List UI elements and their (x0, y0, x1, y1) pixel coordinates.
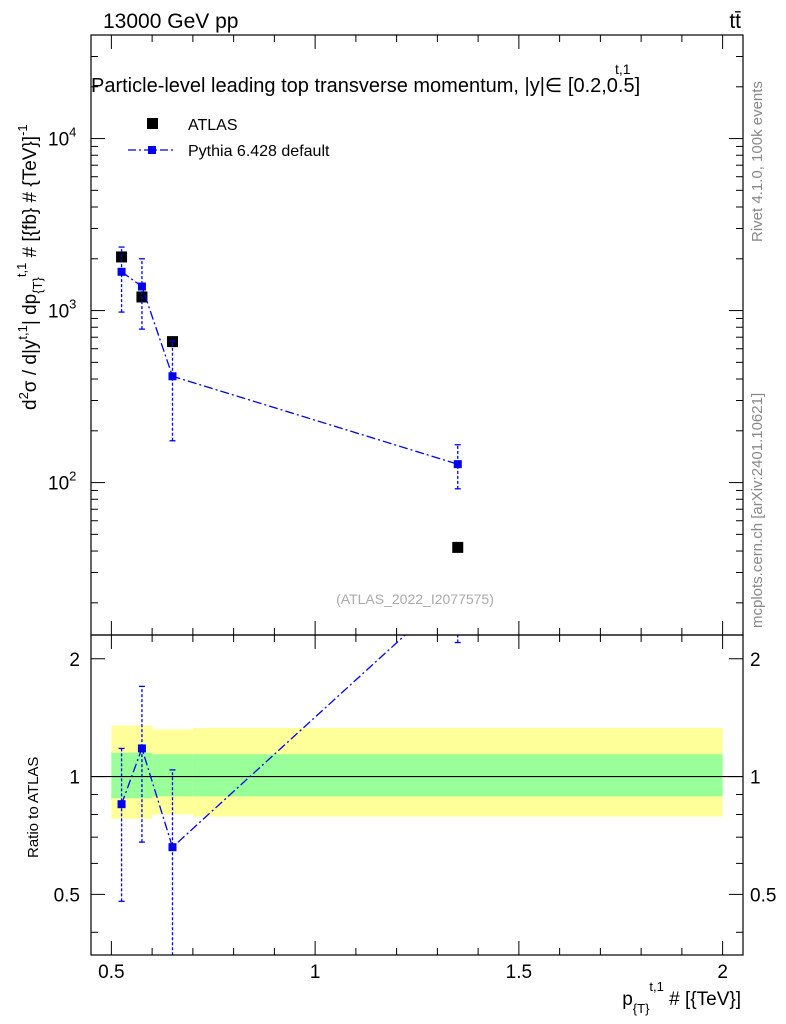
pythia-point-1 (137, 282, 146, 291)
ratio-ylabel: Ratio to ATLAS (25, 757, 42, 858)
main-ylabel-text: d2σ / d|yt,1| dp{T}t,1 # [{fb} # {TeV}]-… (14, 124, 45, 410)
main-ytick-exp-2: 4 (69, 125, 76, 140)
ratio-pythia-line (120, 635, 407, 849)
xtick-label-3: 2 (717, 962, 728, 983)
pythia-point-3 (453, 460, 462, 469)
legend-pythia-label: Pythia 6.428 default (188, 143, 330, 160)
main-ylabel: d2σ / d|yt,1| dp{T}t,1 # [{fb} # {TeV}]-… (14, 124, 45, 410)
ratio-ytick-label-left-0: 0.5 (54, 885, 80, 906)
ratio-frame (90, 634, 744, 956)
chart-title: Particle-level leading top transverse mo… (91, 75, 640, 97)
ratio-ytick-label-right-1: 1 (750, 768, 761, 789)
main-ytick-exp-0: 2 (69, 469, 76, 484)
main-ytick-label-2: 104 (48, 125, 76, 151)
mcplots-label: mcplots.cern.ch [arXiv:2401.10621] (749, 393, 766, 628)
atlas-point-3 (452, 541, 464, 553)
ratio-ytick-label-left-2: 2 (69, 650, 80, 671)
main-ytick-label-1: 103 (48, 297, 76, 323)
main-ytick-label-0: 102 (48, 469, 76, 495)
analysis-id: (ATLAS_2022_I2077575) (336, 591, 494, 607)
title-text: Particle-level leading top transverse mo… (91, 75, 640, 97)
xtick-label-1: 1 (310, 962, 321, 983)
ratio-inner-band-2 (192, 754, 723, 797)
pythia-point-2 (168, 372, 177, 381)
ratio-axes: 0.5 1 1.5 2 0.5 0.5 1 1 2 2 (54, 635, 776, 983)
rivet-label: Rivet 4.1.0, 100k events (749, 81, 766, 242)
main-plot-area (116, 246, 464, 553)
process-label: tt̄ (729, 10, 741, 33)
xtick-label-0: 0.5 (98, 962, 124, 983)
title-superscript: t,1 (615, 61, 631, 77)
legend-pythia-marker (148, 146, 156, 154)
legend-atlas-marker (147, 118, 158, 129)
xtick-label-2: 1.5 (506, 962, 532, 983)
ratio-ytick-label-left-1: 1 (69, 768, 80, 789)
ratio-ytick-label-right-0: 0.5 (750, 885, 776, 906)
ratio-pythia-point-1 (137, 744, 146, 753)
pythia-line (121, 271, 458, 465)
pythia-point-0 (117, 267, 126, 276)
main-ytick-exp-1: 3 (69, 297, 76, 312)
ratio-pythia-point-3 (454, 583, 462, 591)
legend-atlas-label: ATLAS (188, 117, 238, 134)
ratio-ytick-label-right-2: 2 (750, 650, 761, 671)
ratio-plot-area (91, 583, 743, 955)
ratio-pythia-point-2 (168, 843, 177, 852)
xlabel: p{T}t,1 # [{TeV}] (622, 979, 741, 1016)
energy-label: 13000 GeV pp (103, 10, 238, 33)
legend: ATLAS Pythia 6.428 default (128, 117, 330, 160)
ratio-pythia-point-0 (117, 800, 126, 809)
